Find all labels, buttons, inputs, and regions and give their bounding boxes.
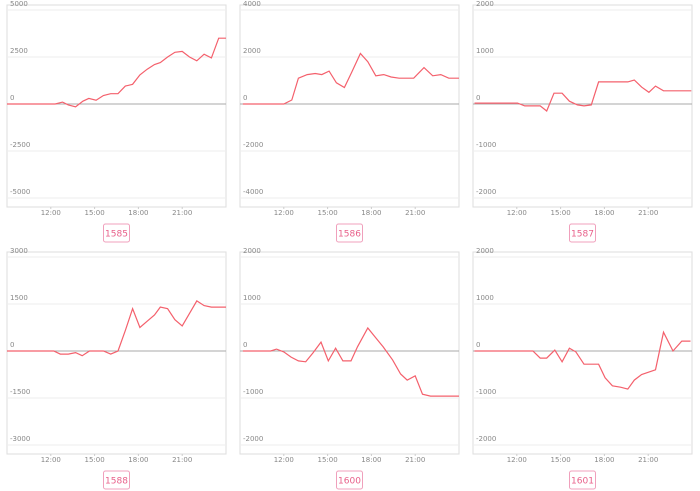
y-tick-label: -4000 xyxy=(243,188,263,196)
x-tick-label: 12:00 xyxy=(41,456,61,464)
y-tick-label: -2000 xyxy=(243,141,263,149)
y-tick-label: 1000 xyxy=(476,294,494,302)
x-tick-label: 15:00 xyxy=(318,456,338,464)
y-tick-label: -3000 xyxy=(10,435,30,443)
x-tick-label: 21:00 xyxy=(638,209,658,217)
y-tick-label: 0 xyxy=(243,341,247,349)
x-tick-label: 21:00 xyxy=(172,456,192,464)
x-tick-label: 18:00 xyxy=(128,209,148,217)
y-tick-label: -5000 xyxy=(10,188,30,196)
x-tick-label: 21:00 xyxy=(405,456,425,464)
y-tick-label: 1000 xyxy=(476,47,494,55)
y-tick-label: 5000 xyxy=(10,0,28,8)
y-tick-label: 3000 xyxy=(10,247,28,255)
y-tick-label: 0 xyxy=(476,94,480,102)
panel-frame xyxy=(472,4,693,208)
badge-label[interactable]: 1601 xyxy=(571,477,594,487)
badge-label[interactable]: 1600 xyxy=(338,477,361,487)
badge[interactable] xyxy=(336,223,363,243)
y-tick-label: -2000 xyxy=(243,435,263,443)
x-tick-label: 15:00 xyxy=(85,456,105,464)
data-line xyxy=(474,330,691,390)
badge-label[interactable]: 1587 xyxy=(571,230,594,240)
panel-frame xyxy=(472,251,693,455)
y-tick-label: 0 xyxy=(243,94,247,102)
x-tick-label: 21:00 xyxy=(405,209,425,217)
panel-frame xyxy=(6,251,227,455)
x-tick-label: 12:00 xyxy=(507,209,527,217)
y-tick-label: 0 xyxy=(476,341,480,349)
x-tick-label: 18:00 xyxy=(361,456,381,464)
y-tick-label: 0 xyxy=(10,94,14,102)
data-line xyxy=(242,326,459,397)
x-tick-label: 18:00 xyxy=(361,209,381,217)
y-tick-label: -1000 xyxy=(476,388,496,396)
y-tick-label: -2500 xyxy=(10,141,30,149)
y-tick-label: -2000 xyxy=(476,435,496,443)
x-tick-label: 12:00 xyxy=(41,209,61,217)
panel-frame xyxy=(6,4,227,208)
y-tick-label: -2000 xyxy=(476,188,496,196)
badge[interactable] xyxy=(569,470,596,490)
x-tick-label: 18:00 xyxy=(594,209,614,217)
x-tick-label: 21:00 xyxy=(172,209,192,217)
y-tick-label: 2000 xyxy=(476,0,494,8)
data-line xyxy=(474,79,692,112)
y-tick-label: 1500 xyxy=(10,294,28,302)
y-tick-label: 2000 xyxy=(476,247,494,255)
badge-label[interactable]: 1588 xyxy=(105,477,128,487)
x-tick-label: 15:00 xyxy=(318,209,338,217)
x-tick-label: 12:00 xyxy=(274,209,294,217)
badge-label[interactable]: 1585 xyxy=(105,230,128,240)
y-tick-label: -1000 xyxy=(243,388,263,396)
panel-frame xyxy=(239,4,460,208)
y-tick-label: 2500 xyxy=(10,47,28,55)
y-tick-label: 4000 xyxy=(243,0,261,8)
x-tick-label: 18:00 xyxy=(594,456,614,464)
panel-frame xyxy=(239,251,460,455)
y-tick-label: 2000 xyxy=(243,47,261,55)
y-tick-label: 0 xyxy=(10,341,14,349)
data-line xyxy=(7,300,226,357)
y-tick-label: 1000 xyxy=(243,294,261,302)
x-tick-label: 21:00 xyxy=(638,456,658,464)
badge[interactable] xyxy=(103,470,130,490)
y-tick-label: -1500 xyxy=(10,388,30,396)
x-tick-label: 12:00 xyxy=(274,456,294,464)
x-tick-label: 15:00 xyxy=(551,209,571,217)
badge-label[interactable]: 1586 xyxy=(338,230,361,240)
data-line xyxy=(242,52,459,105)
x-tick-label: 15:00 xyxy=(551,456,571,464)
badge[interactable] xyxy=(569,223,596,243)
x-tick-label: 15:00 xyxy=(85,209,105,217)
y-tick-label: -1000 xyxy=(476,141,496,149)
x-tick-label: 12:00 xyxy=(507,456,527,464)
data-line xyxy=(7,37,226,108)
badge[interactable] xyxy=(103,223,130,243)
y-tick-label: 2000 xyxy=(243,247,261,255)
badge[interactable] xyxy=(336,470,363,490)
x-tick-label: 18:00 xyxy=(128,456,148,464)
